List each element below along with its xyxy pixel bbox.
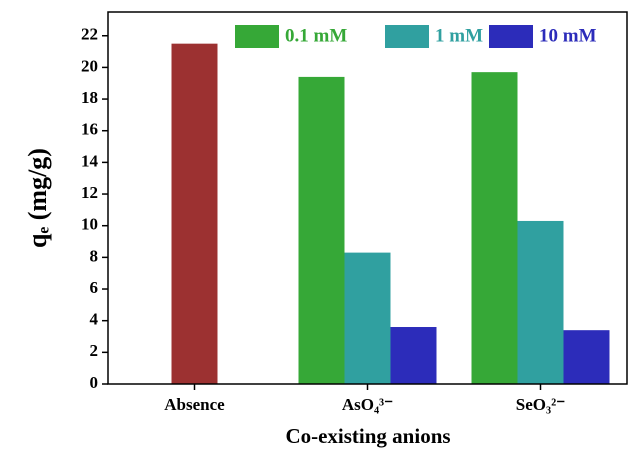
y-tick-label: 4 xyxy=(90,310,99,329)
y-tick-label: 12 xyxy=(81,183,98,202)
bar xyxy=(390,327,437,384)
bar xyxy=(171,43,218,384)
x-tick-label: AsO₄³⁻ xyxy=(342,395,393,414)
y-tick-label: 10 xyxy=(81,215,98,234)
x-tick-label: Absence xyxy=(164,395,225,414)
legend-swatch xyxy=(235,25,279,48)
y-tick-label: 20 xyxy=(81,56,98,75)
bar xyxy=(298,76,345,384)
y-tick-label: 8 xyxy=(90,246,99,265)
y-tick-label: 14 xyxy=(81,151,99,170)
plot-frame xyxy=(107,11,628,385)
legend-label: 0.1 mM xyxy=(285,25,347,46)
y-tick-label: 18 xyxy=(81,88,98,107)
bar xyxy=(471,72,518,384)
legend-label: 10 mM xyxy=(539,25,597,46)
y-axis-label: qₑ (mg/g) xyxy=(23,148,52,248)
y-tick-label: 2 xyxy=(90,341,99,360)
bar xyxy=(563,330,610,384)
y-tick-label: 16 xyxy=(81,120,98,139)
legend-swatch xyxy=(489,25,533,48)
bar xyxy=(517,220,564,384)
legend-swatch xyxy=(385,25,429,48)
legend-label: 1 mM xyxy=(435,25,483,46)
y-tick-label: 22 xyxy=(81,25,98,44)
y-tick-label: 6 xyxy=(90,278,99,297)
bar xyxy=(344,252,391,384)
y-tick-label: 0 xyxy=(90,373,99,392)
x-tick-label: SeO₃²⁻ xyxy=(516,395,565,414)
x-axis-label: Co-existing anions xyxy=(285,424,450,448)
